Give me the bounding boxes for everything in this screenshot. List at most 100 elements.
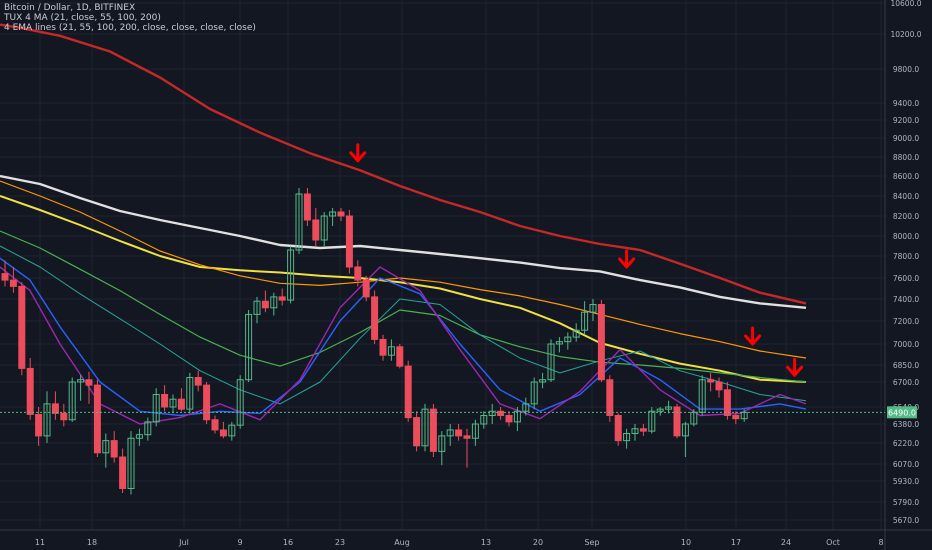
time-tick-label: 18 — [87, 538, 97, 547]
candle — [446, 424, 454, 446]
candle-body — [673, 406, 681, 437]
candle — [312, 208, 320, 246]
candle — [135, 428, 143, 446]
candle — [564, 332, 572, 350]
legend-symbol[interactable]: Bitcoin / Dollar, 1D, BITFINEX — [4, 3, 136, 13]
candle — [236, 375, 244, 429]
price-tick-label: 7600.0 — [893, 274, 919, 283]
candle-body — [530, 381, 538, 405]
candle — [43, 391, 51, 443]
candle — [455, 424, 463, 441]
candle — [354, 260, 362, 287]
price-tick-label: 8200.0 — [893, 212, 919, 221]
candle — [707, 372, 715, 392]
candle — [497, 407, 505, 420]
price-axis[interactable]: 10600.0 10200.0 9800.0 9400.0 9200.0 9000.0 88… — [890, 0, 921, 525]
candle — [9, 267, 17, 293]
candle — [387, 339, 395, 361]
candle-body — [127, 437, 135, 489]
time-tick-label: Oct — [826, 538, 840, 547]
candle — [396, 344, 404, 369]
candle — [547, 339, 555, 382]
candle — [35, 407, 43, 446]
candle-body — [455, 429, 463, 437]
candle-body — [623, 433, 631, 442]
time-tick-label: 20 — [533, 538, 543, 547]
candle — [85, 371, 93, 404]
candle-body — [1, 273, 9, 281]
candle — [614, 413, 622, 446]
candle — [303, 188, 311, 226]
ma-line-4 — [0, 230, 807, 383]
candle — [673, 403, 681, 439]
candle-body — [93, 384, 101, 454]
price-tick-label: 6700.0 — [893, 378, 919, 387]
candle-body — [480, 415, 488, 425]
candle-body — [698, 379, 706, 413]
candle — [463, 428, 471, 468]
candle — [1, 260, 9, 287]
down-arrow-icon — [786, 357, 804, 377]
candle — [102, 433, 110, 468]
candle-body — [732, 415, 740, 420]
candle-body — [547, 343, 555, 381]
candle — [127, 431, 135, 495]
time-tick-label: 10 — [681, 538, 691, 547]
candle — [555, 337, 563, 353]
candle — [581, 301, 589, 335]
candle — [404, 360, 412, 422]
candle-body — [665, 406, 673, 410]
candle-body — [236, 379, 244, 426]
candle-body — [295, 193, 303, 251]
candle — [177, 388, 185, 412]
candle-body — [270, 296, 278, 309]
price-tick-label: 6220.0 — [893, 439, 919, 448]
candle — [110, 431, 118, 463]
ma-line-1 — [0, 174, 807, 309]
candle-body — [35, 413, 43, 437]
candle — [623, 428, 631, 449]
candle-body — [177, 398, 185, 410]
legend-ma-study[interactable]: TUX 4 MA (21, close, 55, 100, 200) — [4, 13, 161, 23]
annotation-arrows — [349, 143, 804, 377]
price-tick-label: 9800.0 — [893, 65, 919, 74]
candle — [379, 334, 387, 361]
candle-body — [60, 412, 68, 421]
candle-body — [287, 249, 295, 301]
price-tick-label: 9400.0 — [893, 99, 919, 108]
ma-line-6 — [0, 257, 807, 417]
candle — [362, 275, 370, 302]
candle-body — [102, 440, 110, 454]
time-tick-label: 17 — [731, 538, 741, 547]
candle-body — [354, 266, 362, 281]
candle-body — [303, 193, 311, 221]
price-tick-label: 6850.0 — [893, 361, 919, 370]
price-tick-label: 7800.0 — [893, 252, 919, 261]
time-axis[interactable]: 11 18 Jul 9 16 23 Aug 13 20 Sep 10 17 24 Oct 8 — [35, 538, 884, 547]
candle-body — [513, 410, 521, 423]
candle — [169, 394, 177, 414]
price-tick-label: 8800.0 — [893, 153, 919, 162]
candle-body — [135, 434, 143, 439]
legend-ema-study[interactable]: 4 EMA lines (21, 55, 100, 200, close, cl… — [4, 23, 256, 33]
candle — [253, 296, 261, 324]
price-tick-label: 6070.0 — [893, 460, 919, 469]
time-tick-label: 8 — [878, 538, 883, 547]
candle — [648, 407, 656, 434]
candle-body — [85, 379, 93, 386]
time-tick-label: 13 — [481, 538, 491, 547]
candle-body — [681, 423, 689, 437]
candle — [211, 415, 219, 434]
candle — [631, 424, 639, 441]
candle-body — [312, 219, 320, 241]
candle-body — [110, 440, 118, 458]
last-price-text: 6490.0 — [888, 408, 916, 417]
candle — [438, 431, 446, 466]
candle-body — [581, 311, 589, 331]
candle-body — [18, 285, 26, 369]
candle — [287, 246, 295, 304]
time-tick-label: 11 — [35, 538, 45, 547]
moving-average-lines — [0, 23, 807, 425]
candle-body — [9, 279, 17, 287]
